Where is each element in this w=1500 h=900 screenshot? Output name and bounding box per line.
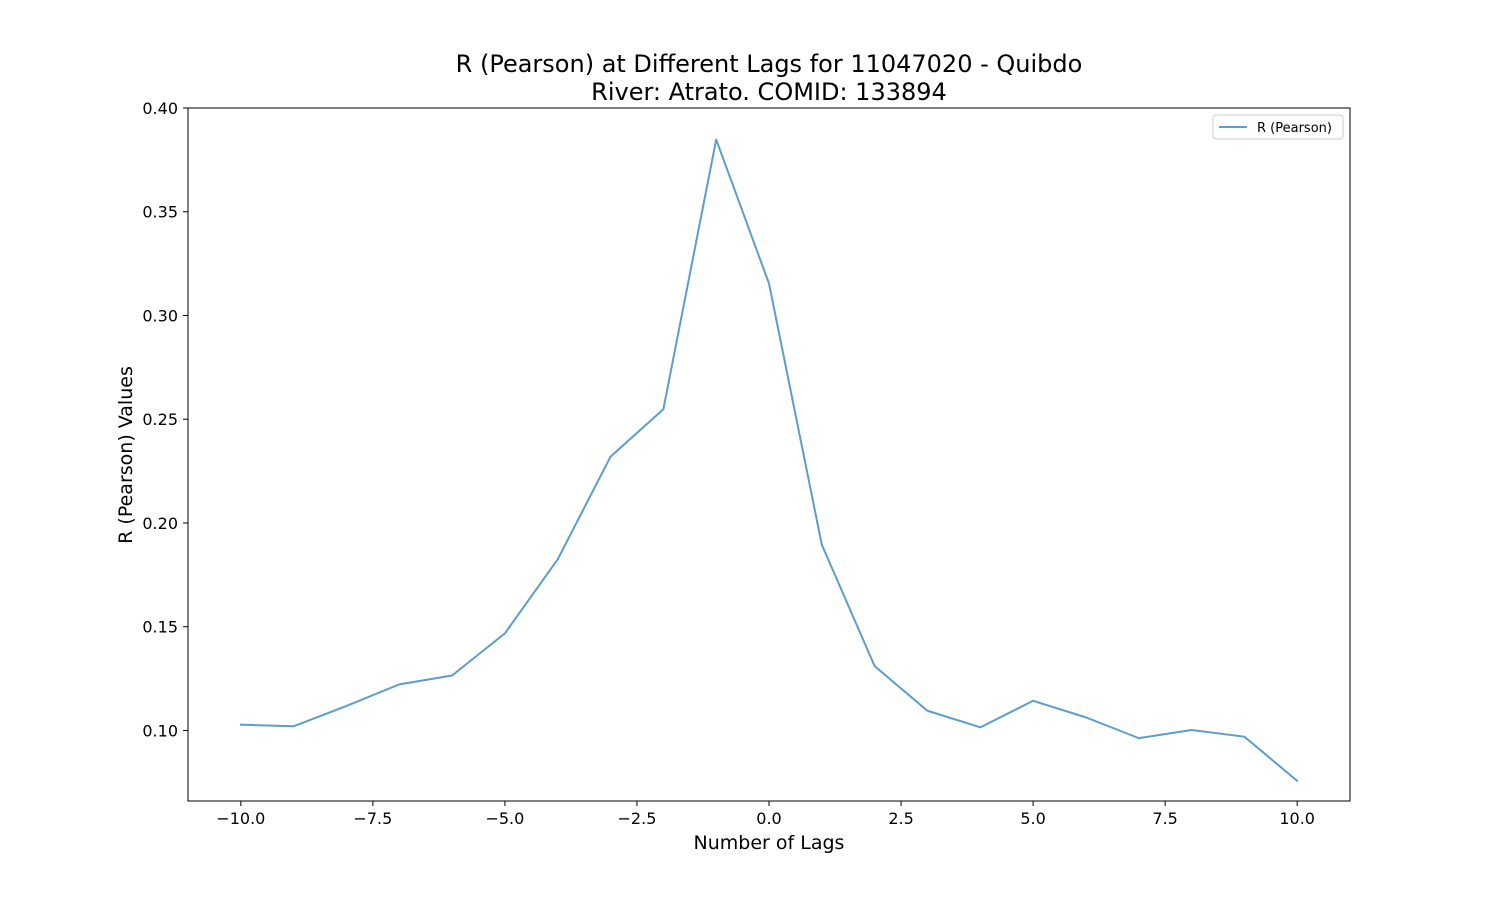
x-tick-label: 2.5	[888, 809, 913, 828]
series-layer	[239, 138, 1299, 782]
x-tick-label: −2.5	[618, 809, 657, 828]
y-tick-label: 0.15	[142, 618, 178, 637]
x-tick-label: −5.0	[485, 809, 524, 828]
x-tick-label: 7.5	[1152, 809, 1177, 828]
x-tick-label: −10.0	[216, 809, 265, 828]
y-tick-label: 0.35	[142, 203, 178, 222]
y-tick-label: 0.20	[142, 514, 178, 533]
legend-label: R (Pearson)	[1257, 121, 1332, 136]
chart-subtitle: River: Atrato. COMID: 133894	[591, 78, 947, 106]
legend-box	[1212, 114, 1344, 140]
x-axis-label: Number of Lags	[694, 832, 845, 854]
y-axis-ticks: 0.10 0.15 0.20 0.25 0.30 0.35 0.40	[142, 99, 188, 740]
x-tick-label: −7.5	[353, 809, 392, 828]
x-tick-label: 0.0	[756, 809, 781, 828]
y-axis-label: R (Pearson) Values	[115, 366, 137, 544]
x-tick-label: 5.0	[1020, 809, 1045, 828]
x-axis-ticks: −10.0 −7.5 −5.0 −2.5 0.0 2.5 5.0 7.5 10.0	[216, 801, 1315, 828]
plot-area-frame	[187, 107, 1351, 802]
y-tick-label: 0.10	[142, 721, 178, 740]
x-tick-label: 10.0	[1279, 809, 1315, 828]
y-tick-label: 0.25	[142, 410, 178, 429]
legend: R (Pearson)	[1212, 114, 1344, 140]
y-tick-label: 0.30	[142, 306, 178, 325]
y-tick-label: 0.40	[142, 99, 178, 118]
chart-title: R (Pearson) at Different Lags for 110470…	[456, 50, 1083, 78]
